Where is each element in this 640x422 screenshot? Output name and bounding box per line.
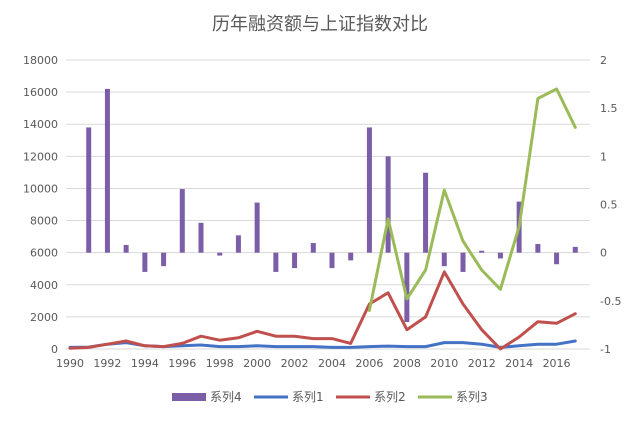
bar-系列4-2001	[273, 252, 279, 272]
bar-系列4-2013	[497, 252, 503, 259]
bar-系列4-2011	[460, 252, 466, 272]
bar-系列4-1996	[179, 189, 185, 253]
y-right-tick-6: 2	[600, 54, 607, 67]
x-tick-1990: 1990	[56, 357, 84, 370]
y-left-tick-3: 6000	[30, 247, 58, 260]
legend-swatch-系列4	[172, 393, 206, 401]
bar-系列4-2004	[329, 252, 335, 269]
bar-系列4-2017	[572, 246, 578, 253]
line-系列3	[367, 87, 577, 312]
chart-title: 历年融资额与上证指数对比	[212, 14, 428, 35]
y-right-tick-2: 0	[600, 247, 607, 260]
x-tick-2000: 2000	[243, 357, 271, 370]
x-tick-2014: 2014	[505, 357, 533, 370]
y-right-tick-5: 1.5	[600, 102, 618, 115]
bar-系列4-2006	[366, 127, 372, 253]
bar-系列4-2005	[348, 252, 354, 261]
bar-系列4-1992	[104, 88, 110, 253]
y-right-tick-3: 0.5	[600, 199, 618, 212]
bar-系列4-2000	[254, 202, 260, 253]
bar-系列4-2016	[554, 252, 560, 265]
x-tick-1996: 1996	[168, 357, 196, 370]
bar-系列4-2002	[292, 252, 298, 269]
legend-label-系列2: 系列2	[374, 390, 406, 404]
y-left-tick-6: 12000	[23, 150, 58, 163]
bar-系列4-2008	[404, 252, 410, 323]
bar-系列4-2009	[423, 172, 429, 253]
bar-系列4-2010	[441, 252, 447, 267]
y-left-tick-7: 14000	[23, 118, 58, 131]
y-right-tick-0: -1	[600, 343, 611, 356]
y-left-tick-1: 2000	[30, 311, 58, 324]
bar-系列4-1994	[142, 252, 148, 272]
bar-系列4-2003	[310, 243, 316, 253]
y-right-tick-1: -0.5	[600, 295, 621, 308]
bar-系列4-1995	[161, 252, 167, 267]
bar-系列4-2007	[385, 156, 391, 253]
y-right-tick-4: 1	[600, 150, 607, 163]
bar-系列4-1998	[217, 252, 223, 256]
y-left-tick-0: 0	[51, 343, 58, 356]
line-系列2	[68, 270, 577, 351]
bar-系列4-1991	[86, 127, 92, 253]
x-tick-2006: 2006	[355, 357, 383, 370]
y-left-tick-9: 18000	[23, 54, 58, 67]
bar-系列4-2012	[479, 250, 485, 253]
legend-label-系列3: 系列3	[456, 390, 488, 404]
x-tick-1992: 1992	[93, 357, 121, 370]
x-tick-2010: 2010	[430, 357, 458, 370]
y-left-tick-2: 4000	[30, 279, 58, 292]
legend-label-系列1: 系列1	[292, 390, 324, 404]
x-tick-1994: 1994	[131, 357, 159, 370]
x-tick-2012: 2012	[468, 357, 496, 370]
bar-系列4-2015	[535, 243, 541, 253]
legend-label-系列4: 系列4	[210, 390, 242, 404]
y-left-tick-4: 8000	[30, 215, 58, 228]
x-tick-1998: 1998	[206, 357, 234, 370]
bar-系列4-1993	[123, 244, 129, 253]
y-left-tick-5: 10000	[23, 182, 58, 195]
x-tick-2016: 2016	[543, 357, 571, 370]
x-tick-2008: 2008	[393, 357, 421, 370]
x-tick-2004: 2004	[318, 357, 346, 370]
bar-系列4-1997	[198, 222, 204, 253]
y-left-tick-8: 16000	[23, 86, 58, 99]
bar-系列4-1999	[235, 235, 241, 253]
x-tick-2002: 2002	[281, 357, 309, 370]
